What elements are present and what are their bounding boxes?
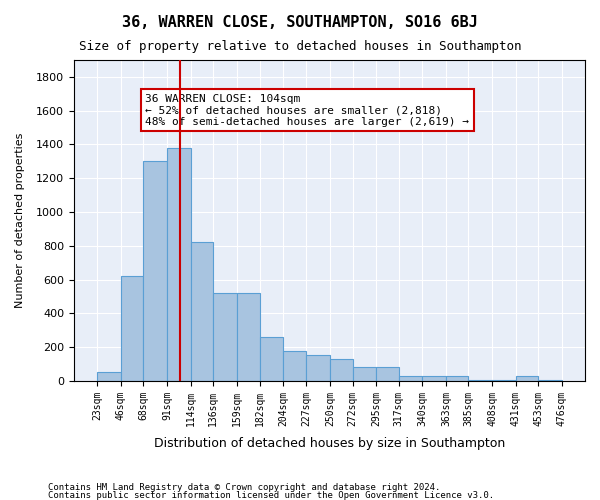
Text: Contains HM Land Registry data © Crown copyright and database right 2024.: Contains HM Land Registry data © Crown c…	[48, 483, 440, 492]
Bar	[121, 276, 143, 381]
Bar	[167, 148, 191, 381]
Text: 36 WARREN CLOSE: 104sqm
← 52% of detached houses are smaller (2,818)
48% of semi: 36 WARREN CLOSE: 104sqm ← 52% of detache…	[145, 94, 469, 127]
Bar	[213, 293, 236, 381]
Text: 36, WARREN CLOSE, SOUTHAMPTON, SO16 6BJ: 36, WARREN CLOSE, SOUTHAMPTON, SO16 6BJ	[122, 15, 478, 30]
Bar	[283, 352, 307, 381]
Bar	[236, 293, 260, 381]
Bar	[191, 242, 213, 381]
Bar	[307, 354, 330, 381]
Bar	[143, 162, 167, 381]
Bar	[492, 380, 515, 381]
X-axis label: Distribution of detached houses by size in Southampton: Distribution of detached houses by size …	[154, 437, 505, 450]
Bar	[376, 368, 399, 381]
Bar	[446, 376, 469, 381]
Bar	[422, 376, 446, 381]
Bar	[515, 376, 538, 381]
Bar	[330, 359, 353, 381]
Text: Contains public sector information licensed under the Open Government Licence v3: Contains public sector information licen…	[48, 490, 494, 500]
Bar	[97, 372, 121, 381]
Bar	[538, 380, 562, 381]
Bar	[469, 380, 492, 381]
Bar	[353, 368, 376, 381]
Text: Size of property relative to detached houses in Southampton: Size of property relative to detached ho…	[79, 40, 521, 53]
Bar	[399, 376, 422, 381]
Y-axis label: Number of detached properties: Number of detached properties	[15, 133, 25, 308]
Bar	[260, 337, 283, 381]
